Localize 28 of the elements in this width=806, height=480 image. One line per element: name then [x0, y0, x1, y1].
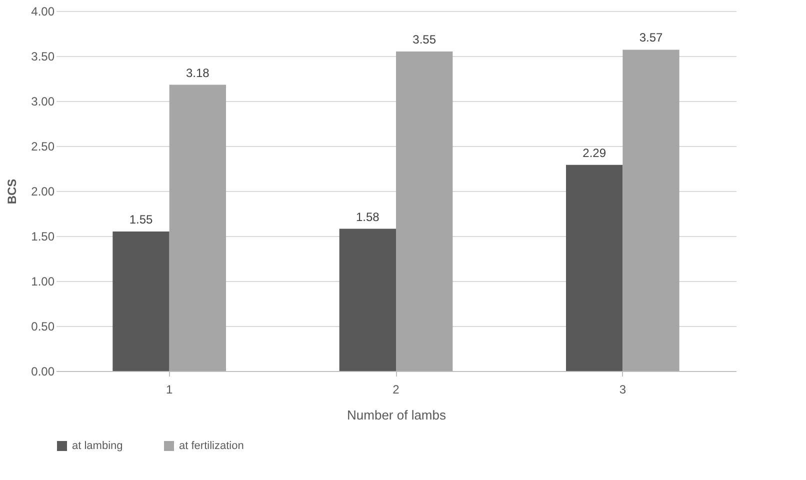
- x-tick-label: 3: [619, 382, 626, 396]
- y-tick-label: 3.00: [31, 94, 55, 108]
- data-label: 1.58: [356, 210, 380, 224]
- legend-label: at fertilization: [179, 440, 244, 452]
- x-tick-label: 1: [166, 382, 173, 396]
- y-tick-label: 1.00: [31, 274, 55, 288]
- bar: [169, 84, 226, 371]
- y-tick-label: 2.50: [31, 140, 55, 154]
- x-tick-label: 2: [392, 382, 400, 396]
- bar: [112, 232, 170, 371]
- bar: [566, 164, 623, 371]
- bar: [396, 52, 453, 371]
- data-label: 2.29: [582, 146, 606, 160]
- y-tick-label: 0.00: [31, 364, 55, 378]
- data-label: 1.55: [129, 212, 153, 226]
- data-label: 3.18: [186, 66, 210, 80]
- x-axis-title: Number of lambs: [347, 408, 446, 422]
- y-tick-label: 0.50: [31, 320, 55, 334]
- y-tick-label: 2.00: [31, 184, 55, 198]
- y-axis-title: BCS: [5, 178, 20, 204]
- data-label: 3.57: [639, 30, 663, 45]
- y-tick-label: 3.50: [31, 50, 55, 64]
- y-tick-label: 1.50: [31, 230, 55, 244]
- y-tick-label: 4.00: [31, 4, 55, 18]
- data-label: 3.55: [412, 32, 436, 46]
- bar: [339, 228, 396, 371]
- legend-label: at lambing: [72, 440, 123, 452]
- bar: [622, 50, 680, 371]
